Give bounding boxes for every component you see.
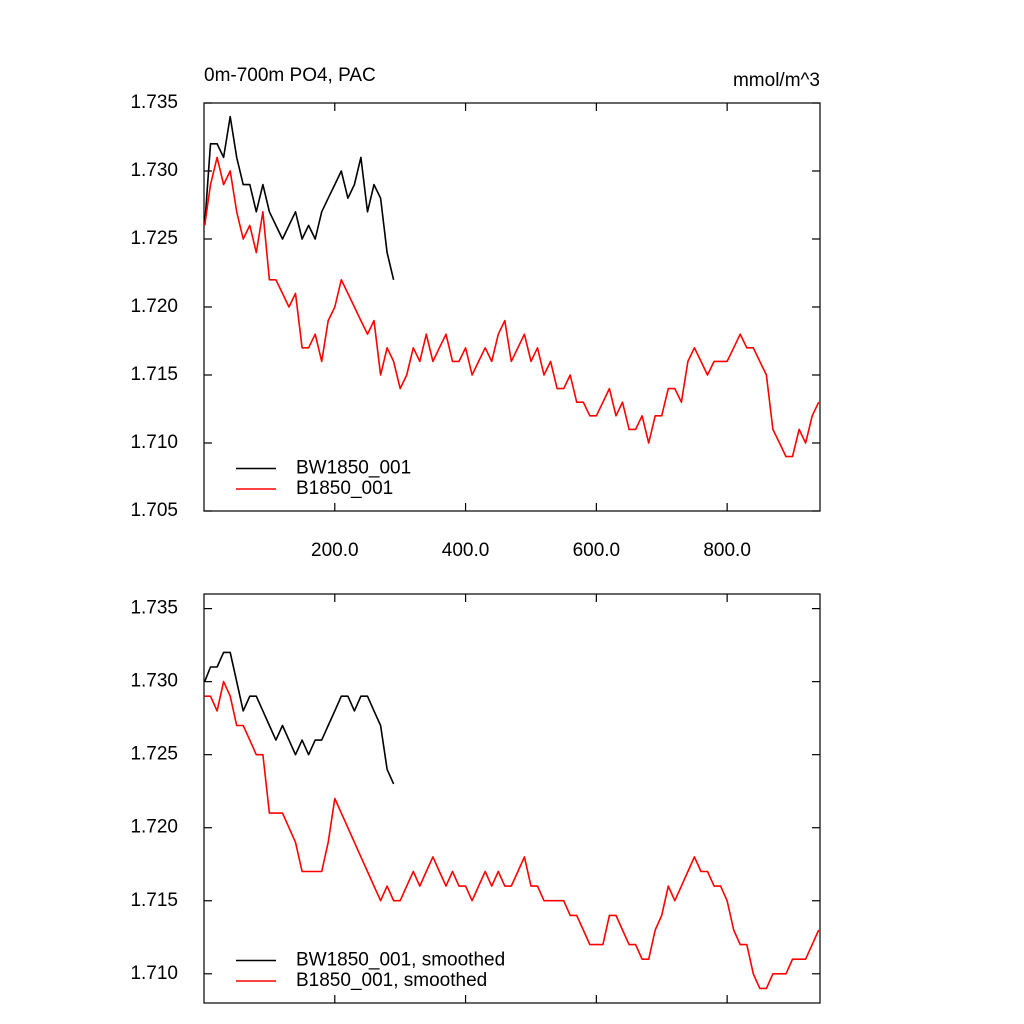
legend-label: BW1850_001 [296,458,411,479]
y-tick-label: 1.705 [130,500,178,521]
x-tick-label: 200.0 [311,540,359,561]
series-line [203,115,395,280]
y-tick-label: 1.735 [130,598,178,619]
x-tick-label: 400.0 [442,540,490,561]
legend-label: B1850_001, smoothed [296,970,487,991]
legend-label: BW1850_001, smoothed [296,950,505,971]
x-tick-label: 600.0 [573,540,621,561]
x-tick-label: 800.0 [703,540,751,561]
y-tick-label: 1.715 [130,890,178,911]
y-tick-label: 1.720 [130,817,178,838]
y-tick-label: 1.715 [130,364,178,385]
y-tick-label: 1.735 [130,92,178,113]
y-tick-label: 1.730 [130,671,178,692]
y-tick-label: 1.710 [130,432,178,453]
y-tick-label: 1.720 [130,296,178,317]
y-tick-label: 1.725 [130,228,178,249]
y-tick-label: 1.730 [130,160,178,181]
units-label: mmol/m^3 [733,70,820,91]
chart-title: 0m-700m PO4, PAC [204,65,376,86]
series-line [203,651,395,785]
plot-frame [203,593,821,1004]
series-line [204,680,820,990]
y-tick-label: 1.710 [130,963,178,984]
series-line [203,156,820,458]
y-tick-label: 1.725 [130,744,178,765]
legend-label: B1850_001 [296,478,393,499]
